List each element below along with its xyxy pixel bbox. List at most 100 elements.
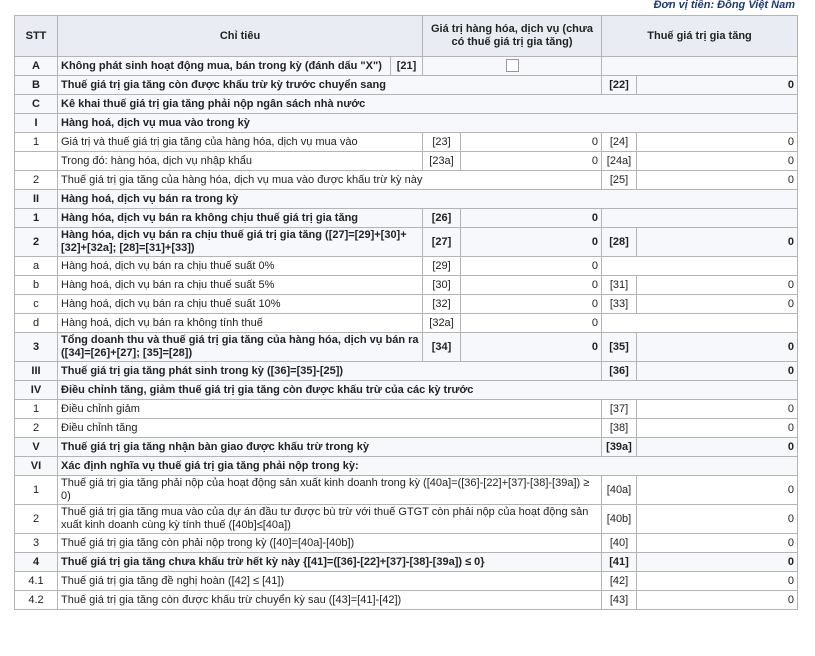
label-cell: Hàng hóa, dịch vụ bán ra không chịu thuế… bbox=[57, 208, 423, 228]
val-cell: 0 bbox=[635, 151, 799, 171]
label-cell: Giá trị và thuế giá trị gia tăng của hàn… bbox=[57, 132, 423, 152]
label-cell: Thuế giá trị gia tăng nhận bàn giao được… bbox=[57, 437, 602, 457]
table-row: 2 Thuế giá trị gia tăng của hàng hóa, dịc… bbox=[14, 170, 799, 190]
header-cell: STT bbox=[14, 15, 58, 57]
stt-cell: d bbox=[14, 313, 58, 333]
code-cell: [23a] bbox=[422, 151, 461, 171]
code-cell: [23] bbox=[422, 132, 461, 152]
stt-cell: IV bbox=[14, 380, 58, 400]
code-cell: [39a] bbox=[601, 437, 637, 457]
code-cell: [40b] bbox=[601, 504, 637, 534]
code-cell: [31] bbox=[601, 275, 637, 295]
val-cell: 0 bbox=[635, 399, 799, 419]
empty-cell bbox=[600, 256, 799, 276]
code-cell: [27] bbox=[422, 227, 461, 257]
stt-cell: 2 bbox=[14, 170, 58, 190]
header-cell: Thuế giá trị gia tăng bbox=[600, 15, 799, 57]
val-cell: 0 bbox=[460, 256, 602, 276]
label-cell: Không phát sinh hoạt động mua, bán trong… bbox=[57, 56, 391, 76]
header-cell: Giá trị hàng hóa, dịch vụ (chưa có thuế … bbox=[422, 15, 602, 57]
code-cell: [28] bbox=[601, 227, 637, 257]
code-cell: [30] bbox=[422, 275, 461, 295]
stt-cell: A bbox=[14, 56, 58, 76]
stt-cell: 1 bbox=[14, 132, 58, 152]
val-cell: 0 bbox=[460, 151, 602, 171]
table-row: I Hàng hoá, dịch vụ mua vào trong kỳ bbox=[14, 113, 799, 133]
table-row: VI Xác định nghĩa vụ thuế giá trị gia tăn… bbox=[14, 456, 799, 476]
label-cell: Thuế giá trị gia tăng còn phải nộp trong… bbox=[57, 533, 602, 553]
table-row: 4.1 Thuế giá trị gia tăng đề nghị hoàn ([… bbox=[14, 571, 799, 591]
stt-cell: 4.1 bbox=[14, 571, 58, 591]
stt-cell: 4 bbox=[14, 552, 58, 572]
table-row: 1 Điều chỉnh giảm [37] 0 bbox=[14, 399, 799, 419]
table-row: 1 Hàng hóa, dịch vụ bán ra không chịu thu… bbox=[14, 208, 799, 228]
code-cell: [26] bbox=[422, 208, 461, 228]
stt-cell: a bbox=[14, 256, 58, 276]
stt-cell: 2 bbox=[14, 227, 58, 257]
label-cell: Xác định nghĩa vụ thuế giá trị gia tăng … bbox=[56, 456, 799, 476]
empty-cell bbox=[600, 313, 799, 333]
label-cell: Hàng hoá, dịch vụ mua vào trong kỳ bbox=[56, 113, 799, 133]
label-cell: Thuế giá trị gia tăng của hàng hóa, dịch… bbox=[57, 170, 602, 190]
label-cell: Hàng hoá, dịch vụ bán ra trong kỳ bbox=[56, 189, 799, 209]
stt-cell: V bbox=[14, 437, 58, 457]
unit-note: Đơn vị tiền: Đồng Việt Nam bbox=[653, 0, 795, 11]
val-cell: 0 bbox=[635, 418, 799, 438]
stt-cell: I bbox=[14, 113, 58, 133]
code-cell: [36] bbox=[601, 361, 637, 381]
code-cell: [32a] bbox=[422, 313, 461, 333]
code-cell: [21] bbox=[390, 56, 423, 76]
empty-cell bbox=[600, 56, 799, 76]
val-cell: 0 bbox=[635, 332, 799, 362]
table-row: 3 Thuế giá trị gia tăng còn phải nộp tron… bbox=[14, 533, 799, 553]
table-row: 1 Giá trị và thuế giá trị gia tăng của hà… bbox=[14, 132, 799, 152]
table-row: 3 Tổng doanh thu và thuế giá trị gia tăng… bbox=[14, 332, 799, 362]
table-row: d Hàng hoá, dịch vụ bán ra không tính thu… bbox=[14, 313, 799, 333]
stt-cell: B bbox=[14, 75, 58, 95]
stt-cell: 4.2 bbox=[14, 590, 58, 610]
table-row: 4 Thuế giá trị gia tăng chưa khấu trừ hết… bbox=[14, 552, 799, 572]
table-row: 2 Thuế giá trị gia tăng mua vào của dự án… bbox=[14, 504, 799, 534]
code-cell: [32] bbox=[422, 294, 461, 314]
table-row: IV Điều chỉnh tăng, giảm thuế giá trị gia… bbox=[14, 380, 799, 400]
stt-cell: 1 bbox=[14, 208, 58, 228]
code-cell: [42] bbox=[601, 571, 637, 591]
table-row: 1 Thuế giá trị gia tăng phải nộp của hoạt… bbox=[14, 475, 799, 505]
val-cell: 0 bbox=[460, 313, 602, 333]
code-cell: [24a] bbox=[601, 151, 637, 171]
label-cell: Hàng hoá, dịch vụ bán ra chịu thuế suất … bbox=[57, 275, 423, 295]
label-cell: Điều chỉnh tăng bbox=[57, 418, 602, 438]
label-cell: Hàng hóa, dịch vụ bán ra chịu thuế giá t… bbox=[57, 227, 423, 257]
stt-cell: 3 bbox=[14, 533, 58, 553]
code-cell: [35] bbox=[601, 332, 637, 362]
val-cell: 0 bbox=[635, 590, 799, 610]
code-cell: [24] bbox=[601, 132, 637, 152]
label-cell: Trong đó: hàng hóa, dịch vụ nhập khẩu bbox=[57, 151, 423, 171]
stt-cell: 1 bbox=[14, 399, 58, 419]
val-cell: 0 bbox=[460, 275, 602, 295]
table-body: A Không phát sinh hoạt động mua, bán tron… bbox=[14, 56, 799, 610]
label-cell: Thuế giá trị gia tăng đề nghị hoàn ([42]… bbox=[57, 571, 602, 591]
code-cell: [37] bbox=[601, 399, 637, 419]
val-cell: 0 bbox=[460, 332, 602, 362]
table-row: Trong đó: hàng hóa, dịch vụ nhập khẩu [23… bbox=[14, 151, 799, 171]
stt-cell: 3 bbox=[14, 332, 58, 362]
val-cell: 0 bbox=[635, 170, 799, 190]
table-row: c Hàng hoá, dịch vụ bán ra chịu thuế suất… bbox=[14, 294, 799, 314]
val-cell: 0 bbox=[460, 227, 602, 257]
code-cell: [40] bbox=[601, 533, 637, 553]
code-cell: [43] bbox=[601, 590, 637, 610]
table-row: A Không phát sinh hoạt động mua, bán tron… bbox=[14, 56, 799, 76]
stt-cell: 1 bbox=[14, 475, 58, 505]
table-row: III Thuế giá trị gia tăng phát sinh trong… bbox=[14, 361, 799, 381]
val-cell: 0 bbox=[460, 208, 602, 228]
code-cell: [41] bbox=[601, 552, 637, 572]
checkbox[interactable] bbox=[505, 59, 519, 73]
stt-cell: b bbox=[14, 275, 58, 295]
val-cell: 0 bbox=[635, 437, 799, 457]
val-cell: 0 bbox=[635, 504, 799, 534]
val-cell: 0 bbox=[460, 132, 602, 152]
label-cell: Tổng doanh thu và thuế giá trị gia tăng … bbox=[57, 332, 423, 362]
